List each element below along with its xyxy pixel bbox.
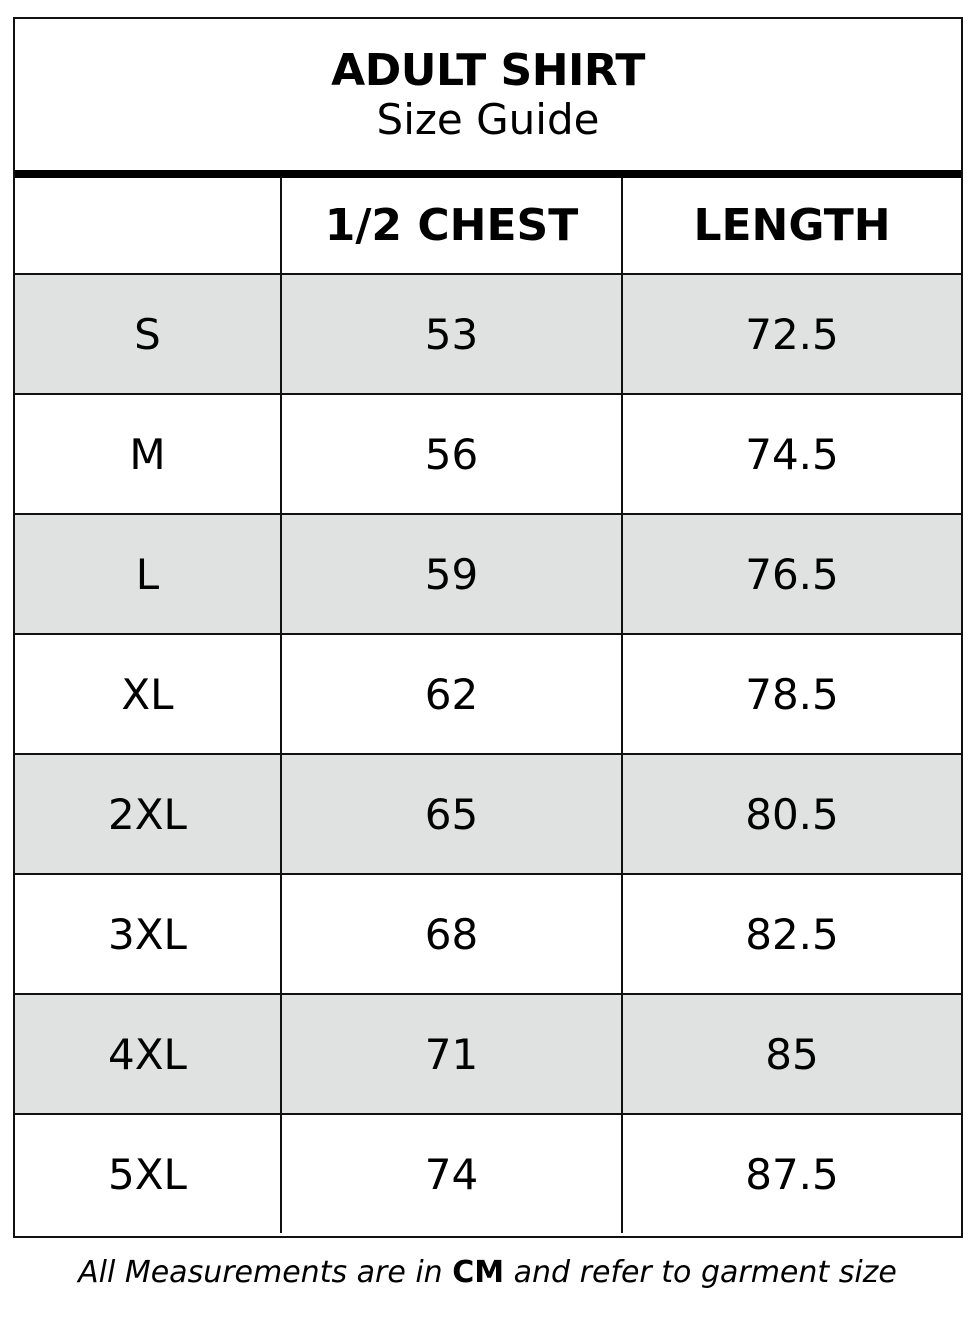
size-cell: S <box>15 274 282 395</box>
size-cell: 3XL <box>15 873 282 995</box>
table-row: 2XL 65 80.5 <box>15 753 961 875</box>
size-cell: M <box>15 393 282 515</box>
chest-cell: 65 <box>280 753 623 875</box>
note-text-before: All Measurements are in <box>78 1255 453 1290</box>
chest-cell: 56 <box>280 393 623 515</box>
table-row: 5XL 74 87.5 <box>15 1113 961 1233</box>
note-text-after: and refer to garment size <box>504 1255 897 1290</box>
length-cell: 87.5 <box>621 1113 961 1233</box>
chest-cell: 68 <box>280 873 623 995</box>
header-size <box>15 178 282 275</box>
header-row: 1/2 CHEST LENGTH <box>15 178 961 275</box>
header-chest: 1/2 CHEST <box>280 178 623 275</box>
table-row: 3XL 68 82.5 <box>15 873 961 995</box>
length-cell: 78.5 <box>621 633 961 755</box>
header-length: LENGTH <box>621 178 961 275</box>
table-row: L 59 76.5 <box>15 513 961 635</box>
size-cell: 4XL <box>15 993 282 1115</box>
chest-cell: 59 <box>280 513 623 635</box>
size-table: 1/2 CHEST LENGTH S 53 72.5 M 56 74.5 L 59 76.5 XL… <box>15 178 961 1233</box>
size-cell: XL <box>15 633 282 755</box>
table-row: XL 62 78.5 <box>15 633 961 755</box>
length-cell: 85 <box>621 993 961 1115</box>
chart-subtitle: Size Guide <box>376 95 600 144</box>
size-chart: ADULT SHIRT Size Guide 1/2 CHEST LENGTH … <box>13 17 963 1238</box>
table-row: S 53 72.5 <box>15 274 961 395</box>
title-block: ADULT SHIRT Size Guide <box>15 19 961 178</box>
length-cell: 74.5 <box>621 393 961 515</box>
chart-title: ADULT SHIRT <box>331 45 645 96</box>
chest-cell: 71 <box>280 993 623 1115</box>
length-cell: 76.5 <box>621 513 961 635</box>
chest-cell: 53 <box>280 274 623 395</box>
size-cell: 2XL <box>15 753 282 875</box>
size-cell: 5XL <box>15 1113 282 1233</box>
table-row: M 56 74.5 <box>15 393 961 515</box>
chest-cell: 74 <box>280 1113 623 1233</box>
length-cell: 72.5 <box>621 274 961 395</box>
note-unit: CM <box>452 1255 505 1290</box>
size-cell: L <box>15 513 282 635</box>
chest-cell: 62 <box>280 633 623 755</box>
length-cell: 82.5 <box>621 873 961 995</box>
measurement-note: All Measurements are in CM and refer to … <box>0 1255 975 1290</box>
length-cell: 80.5 <box>621 753 961 875</box>
table-row: 4XL 71 85 <box>15 993 961 1115</box>
